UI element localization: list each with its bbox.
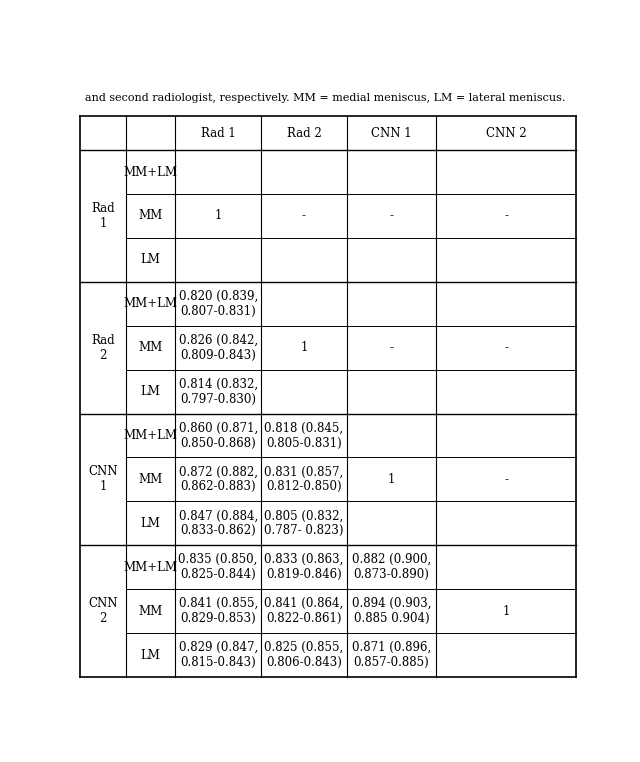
Text: 0.835 (0.850,
0.825-0.844): 0.835 (0.850, 0.825-0.844) (179, 553, 258, 581)
Text: 1: 1 (388, 473, 395, 486)
Text: 1: 1 (214, 210, 222, 223)
Text: 0.847 (0.884,
0.833-0.862): 0.847 (0.884, 0.833-0.862) (179, 509, 258, 537)
Text: LM: LM (141, 648, 161, 661)
Text: LM: LM (141, 254, 161, 267)
Text: MM+LM: MM+LM (124, 429, 177, 442)
Text: 0.805 (0.832,
0.787- 0.823): 0.805 (0.832, 0.787- 0.823) (264, 509, 344, 537)
Text: 0.818 (0.845,
0.805-0.831): 0.818 (0.845, 0.805-0.831) (264, 421, 344, 450)
Text: MM: MM (138, 604, 163, 618)
Text: LM: LM (141, 385, 161, 398)
Text: MM+LM: MM+LM (124, 561, 177, 574)
Text: 1: 1 (300, 341, 308, 354)
Text: Rad
2: Rad 2 (91, 334, 115, 362)
Text: 0.820 (0.839,
0.807-0.831): 0.820 (0.839, 0.807-0.831) (179, 290, 258, 318)
Text: MM: MM (138, 210, 163, 223)
Text: CNN
1: CNN 1 (88, 466, 118, 494)
Text: -: - (302, 210, 306, 223)
Text: 0.882 (0.900,
0.873-0.890): 0.882 (0.900, 0.873-0.890) (352, 553, 431, 581)
Text: 0.833 (0.863,
0.819-0.846): 0.833 (0.863, 0.819-0.846) (264, 553, 344, 581)
Text: 0.826 (0.842,
0.809-0.843): 0.826 (0.842, 0.809-0.843) (179, 334, 258, 362)
Text: Rad
1: Rad 1 (91, 202, 115, 230)
Text: and second radiologist, respectively. MM = medial meniscus, LM = lateral meniscu: and second radiologist, respectively. MM… (85, 93, 565, 103)
Text: CNN 1: CNN 1 (371, 126, 412, 139)
Text: 0.871 (0.896,
0.857-0.885): 0.871 (0.896, 0.857-0.885) (352, 641, 431, 669)
Text: Rad 1: Rad 1 (201, 126, 236, 139)
Text: 0.894 (0.903,
0.885 0.904): 0.894 (0.903, 0.885 0.904) (352, 597, 431, 625)
Text: 0.831 (0.857,
0.812-0.850): 0.831 (0.857, 0.812-0.850) (264, 466, 344, 494)
Text: MM+LM: MM+LM (124, 165, 177, 178)
Text: 1: 1 (502, 604, 509, 618)
Text: Rad 2: Rad 2 (287, 126, 321, 139)
Text: -: - (504, 473, 508, 486)
Text: 0.860 (0.871,
0.850-0.868): 0.860 (0.871, 0.850-0.868) (179, 421, 258, 450)
Text: MM: MM (138, 341, 163, 354)
Text: 0.814 (0.832,
0.797-0.830): 0.814 (0.832, 0.797-0.830) (179, 378, 258, 405)
Text: -: - (390, 210, 394, 223)
Text: 0.872 (0.882,
0.862-0.883): 0.872 (0.882, 0.862-0.883) (179, 466, 258, 494)
Text: -: - (504, 210, 508, 223)
Text: 0.825 (0.855,
0.806-0.843): 0.825 (0.855, 0.806-0.843) (264, 641, 344, 669)
Text: MM+LM: MM+LM (124, 297, 177, 310)
Text: CNN 2: CNN 2 (486, 126, 526, 139)
Text: CNN
2: CNN 2 (88, 597, 118, 625)
Text: MM: MM (138, 473, 163, 486)
Text: 0.841 (0.864,
0.822-0.861): 0.841 (0.864, 0.822-0.861) (264, 597, 344, 625)
Text: 0.829 (0.847,
0.815-0.843): 0.829 (0.847, 0.815-0.843) (179, 641, 258, 669)
Text: -: - (390, 341, 394, 354)
Text: 0.841 (0.855,
0.829-0.853): 0.841 (0.855, 0.829-0.853) (179, 597, 258, 625)
Text: LM: LM (141, 517, 161, 530)
Text: -: - (504, 341, 508, 354)
